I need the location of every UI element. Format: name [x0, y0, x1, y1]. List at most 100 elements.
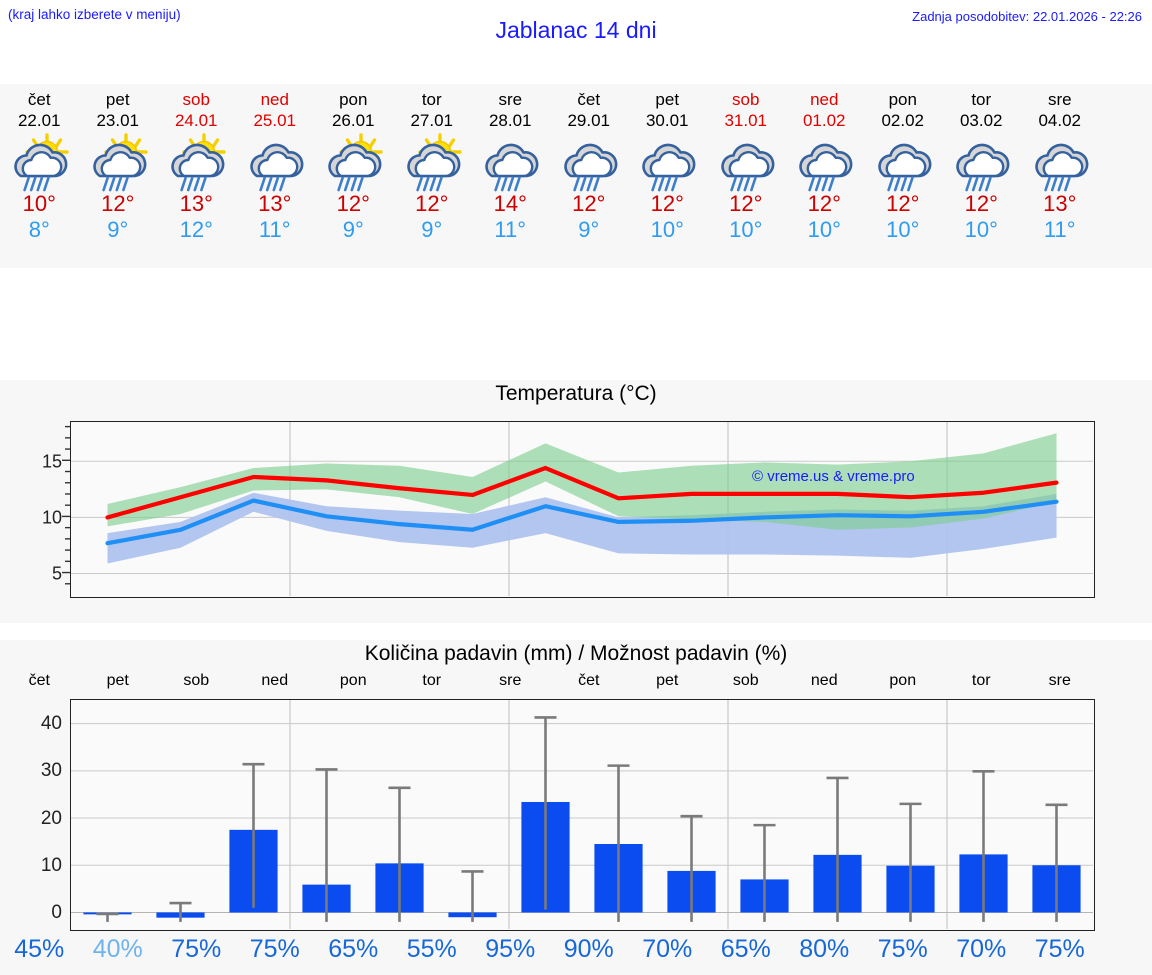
day-of-week-label: tor	[421, 90, 442, 109]
precipitation-y-tick: 30	[40, 760, 62, 782]
precipitation-day-label: ned	[261, 672, 289, 689]
day-max-temp: 12°	[415, 191, 449, 216]
day-forecast-cell[interactable]: ned 01.02 12° 10°	[785, 84, 864, 268]
day-of-week-label: sob	[732, 90, 760, 109]
precipitation-y-tick: 10	[40, 854, 62, 876]
sun-cloud-rain-icon	[314, 133, 393, 192]
day-max-temp: 12°	[886, 191, 920, 216]
day-date-label: 26.01	[331, 111, 375, 130]
day-of-week-label: pet	[105, 90, 130, 109]
temperature-chart-title: Temperatura (°C)	[495, 382, 657, 405]
precipitation-day-label: tor	[971, 672, 991, 689]
day-min-temp: 10°	[729, 217, 763, 242]
day-of-week-label: čet	[27, 90, 51, 109]
day-forecast-cell[interactable]: pet 30.01 12° 10°	[628, 84, 707, 268]
cloud-rain-icon	[864, 133, 943, 192]
day-max-temp: 13°	[179, 191, 213, 216]
day-of-week-label: pon	[888, 90, 917, 109]
page-title: Jablanac 14 dni	[495, 17, 657, 43]
day-date-label: 23.01	[96, 111, 140, 130]
precipitation-probability-label: 90%	[563, 935, 614, 963]
day-forecast-cell[interactable]: čet 22.01 10° 8°	[0, 84, 79, 268]
day-max-temp: 12°	[336, 191, 370, 216]
precipitation-day-label: pet	[106, 672, 129, 689]
day-min-temp: 9°	[342, 217, 364, 242]
cloud-rain-icon	[707, 133, 786, 192]
precipitation-probability-label: 45%	[14, 935, 65, 963]
day-date-label: 01.02	[802, 111, 846, 130]
day-forecast-cell[interactable]: sob 31.01 12° 10°	[707, 84, 786, 268]
day-of-week-label: sre	[498, 90, 523, 109]
day-forecast-cell[interactable]: ned 25.01 13° 11°	[236, 84, 315, 268]
precipitation-probability-label: 65%	[328, 935, 379, 963]
precipitation-probability-label: 55%	[406, 935, 457, 963]
day-min-temp: 12°	[179, 217, 213, 242]
day-date-label: 04.02	[1038, 111, 1082, 130]
last-update-label: Zadnja posodobitev: 22.01.2026 - 22:26	[912, 9, 1142, 24]
day-max-temp: 10°	[22, 191, 56, 216]
precipitation-day-label: pon	[889, 672, 917, 689]
precipitation-probability-label: 95%	[485, 935, 536, 963]
precipitation-probability-label: 75%	[249, 935, 300, 963]
day-max-temp: 12°	[572, 191, 606, 216]
temperature-y-tick: 5	[51, 563, 62, 584]
day-min-temp: 8°	[28, 217, 50, 242]
temperature-y-tick: 10	[41, 507, 62, 528]
day-min-temp: 10°	[886, 217, 920, 242]
precipitation-probability-label: 65%	[720, 935, 771, 963]
day-forecast-cell[interactable]: pon 02.02 12° 10°	[864, 84, 943, 268]
day-date-label: 28.01	[488, 111, 532, 130]
day-forecast-cell[interactable]: čet 29.01 12° 9°	[550, 84, 629, 268]
day-date-label: 31.01	[724, 111, 768, 130]
precipitation-probability-label: 70%	[956, 935, 1007, 963]
precipitation-day-label: sre	[1048, 672, 1071, 689]
day-min-temp: 11°	[494, 217, 527, 242]
precipitation-day-label: tor	[422, 672, 442, 689]
day-max-temp: 12°	[650, 191, 684, 216]
precipitation-day-label: čet	[578, 672, 600, 689]
temperature-panel: Temperatura (°C) 5 10 15	[0, 380, 1152, 623]
day-max-temp: 13°	[1043, 191, 1077, 216]
day-forecast-cell[interactable]: sob 24.01 13° 12°	[157, 84, 236, 268]
day-forecast-cell[interactable]: sre 28.01 14° 11°	[471, 84, 550, 268]
day-max-temp: 12°	[101, 191, 135, 216]
day-forecast-cell[interactable]: tor 27.01 12° 9°	[393, 84, 472, 268]
precipitation-day-label: sob	[732, 672, 759, 689]
precipitation-probability-label: 40%	[92, 935, 143, 963]
temperature-y-axis: 5 10 15	[0, 421, 70, 598]
sun-cloud-rain-icon	[393, 133, 472, 192]
day-min-temp: 11°	[1043, 217, 1076, 242]
cloud-rain-icon	[942, 133, 1021, 192]
precipitation-probability-label: 75%	[1034, 935, 1085, 963]
day-date-label: 27.01	[410, 111, 454, 130]
precipitation-chart-plot	[70, 699, 1095, 931]
precipitation-day-labels: čet pet sob ned pon tor sre čet pet sob ned pon tor s…	[0, 672, 1152, 694]
day-max-temp: 12°	[964, 191, 998, 216]
cloud-rain-icon	[550, 133, 629, 192]
temperature-axis-ticks	[62, 421, 70, 595]
day-forecast-cell[interactable]: sre 04.02 13° 11°	[1021, 84, 1100, 268]
day-of-week-label: sob	[182, 90, 210, 109]
cloud-rain-icon	[785, 133, 864, 192]
precipitation-panel: Količina padavin (mm) / Možnost padavin …	[0, 640, 1152, 975]
day-max-temp: 14°	[493, 191, 527, 216]
cloud-rain-icon	[236, 133, 315, 192]
precipitation-y-tick: 40	[40, 713, 62, 735]
page-header: (kraj lahko izberete v meniju) Jablanac …	[0, 0, 1152, 72]
day-max-temp: 12°	[807, 191, 841, 216]
precipitation-day-label: čet	[28, 672, 50, 689]
day-min-temp: 11°	[258, 217, 291, 242]
precipitation-chart-title: Količina padavin (mm) / Možnost padavin …	[364, 642, 788, 665]
day-forecast-cell[interactable]: tor 03.02 12° 10°	[942, 84, 1021, 268]
day-forecast-cell[interactable]: pet 23.01 12° 9°	[79, 84, 158, 268]
precipitation-day-label: pet	[656, 672, 679, 689]
day-min-temp: 10°	[807, 217, 841, 242]
precipitation-probability-label: 75%	[171, 935, 222, 963]
day-forecast-cell[interactable]: pon 26.01 12° 9°	[314, 84, 393, 268]
day-date-label: 22.01	[17, 111, 61, 130]
precipitation-day-label: pon	[339, 672, 367, 689]
cloud-rain-icon	[1021, 133, 1100, 192]
precipitation-day-label: sre	[499, 672, 522, 689]
day-of-week-label: ned	[260, 90, 289, 109]
cloud-rain-icon	[471, 133, 550, 192]
